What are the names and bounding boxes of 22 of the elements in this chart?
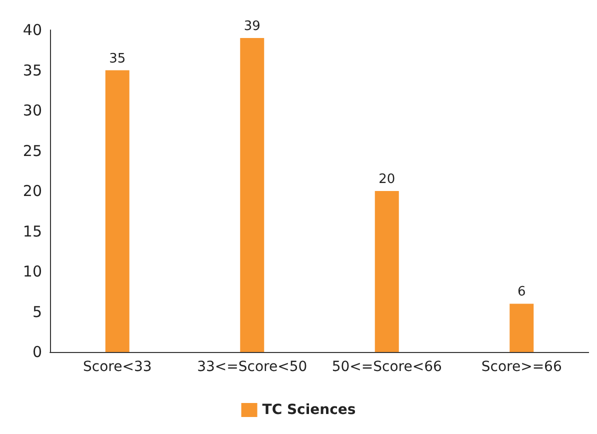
x-tick-label: 33<=Score<50 xyxy=(197,359,308,375)
y-tick-label: 35 xyxy=(22,61,42,80)
data-label: 20 xyxy=(378,172,396,187)
data-label: 35 xyxy=(109,51,126,66)
y-tick-label: 40 xyxy=(22,21,42,39)
bar xyxy=(374,191,399,352)
data-label: 6 xyxy=(517,284,526,300)
y-tick-label: 15 xyxy=(22,222,42,240)
bar xyxy=(510,304,534,352)
legend-label: TC Sciences xyxy=(262,402,356,418)
x-tick-label: Score<33 xyxy=(82,359,152,375)
x-tick-label: Score>=66 xyxy=(481,359,562,375)
y-tick-label: 30 xyxy=(22,102,42,120)
bar xyxy=(240,38,264,352)
data-label: 39 xyxy=(244,19,260,34)
y-tick-label: 0 xyxy=(32,343,42,361)
y-tick-label: 20 xyxy=(22,182,42,200)
y-tick-label: 25 xyxy=(22,142,42,160)
x-tick-label: 50<=Score<66 xyxy=(332,359,442,375)
bar xyxy=(105,70,130,352)
y-tick-label: 5 xyxy=(32,302,42,321)
y-tick-label: 10 xyxy=(22,262,42,280)
